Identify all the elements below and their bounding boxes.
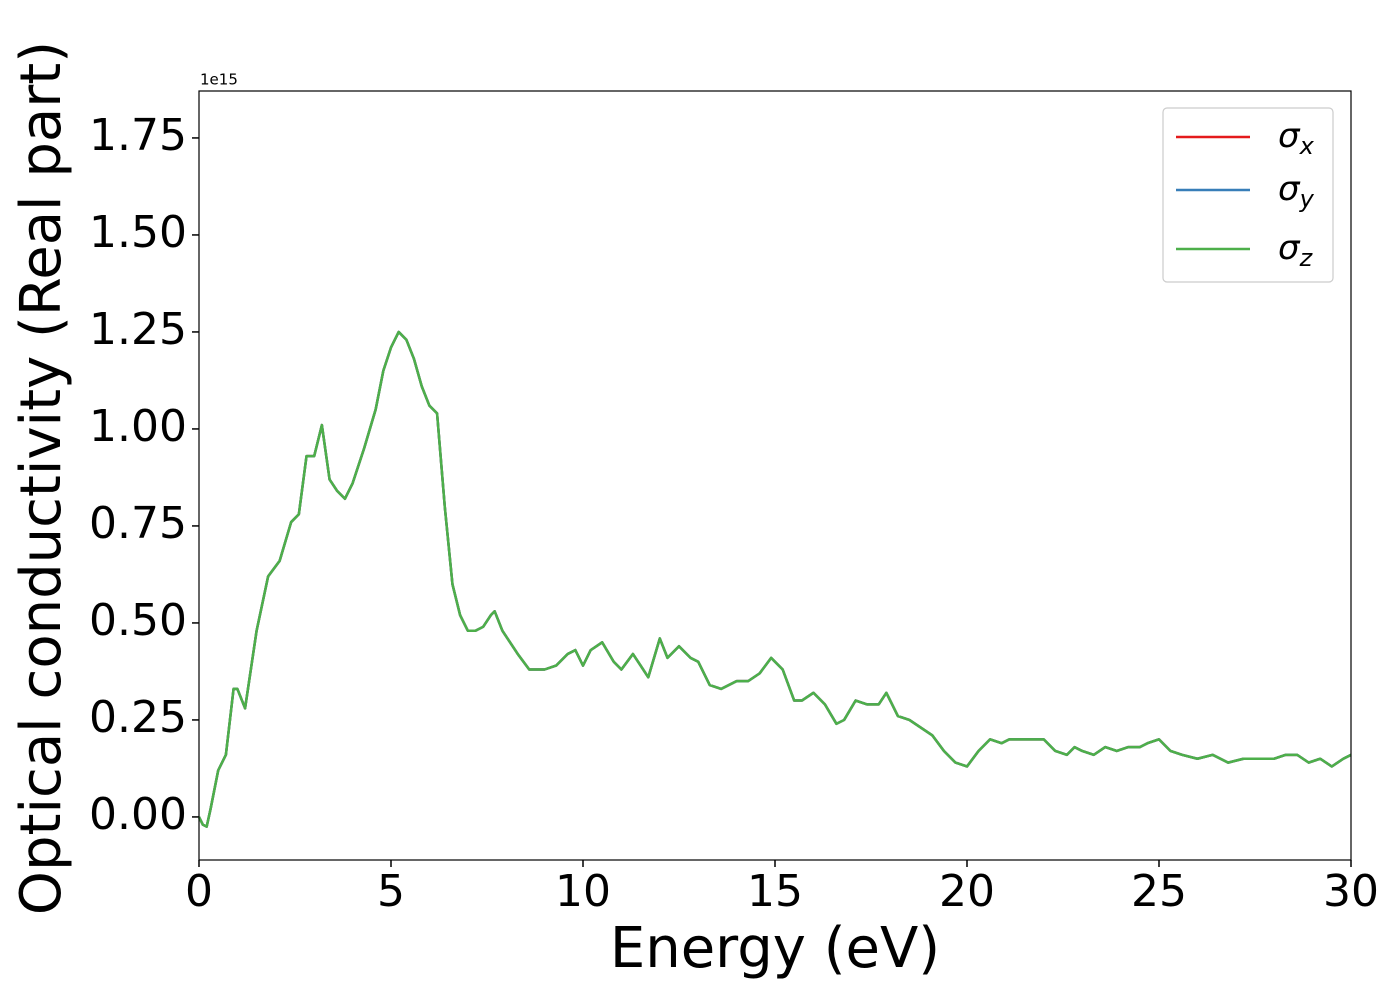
legend-label: σy	[1278, 169, 1315, 214]
x-tick-label: 10	[555, 866, 611, 917]
y-tick-label: 0.00	[89, 789, 187, 840]
y-tick-label: 0.50	[89, 595, 187, 646]
y-tick-label: 0.25	[89, 692, 187, 743]
y-axis-label: Optical conductivity (Real part)	[9, 41, 74, 915]
x-axis-label: Energy (eV)	[610, 916, 940, 981]
x-tick-label: 5	[377, 866, 405, 917]
x-tick-label: 25	[1131, 866, 1187, 917]
x-tick-label: 20	[939, 866, 995, 917]
y-offset-label: 1e15	[200, 71, 238, 89]
plot-frame	[198, 90, 1352, 861]
legend: σx σy σz	[1162, 107, 1334, 283]
y-tick-label: 1.75	[89, 110, 187, 161]
y-tick-label: 1.00	[89, 401, 187, 452]
x-tick-label: 30	[1323, 866, 1379, 917]
series-line	[197, 330, 1352, 828]
legend-label: σx	[1278, 116, 1315, 161]
legend-label: σz	[1278, 228, 1314, 273]
x-tick-label: 15	[747, 866, 803, 917]
y-tick-label: 0.75	[89, 498, 187, 549]
x-tick-label: 0	[185, 866, 213, 917]
y-tick-label: 1.50	[89, 207, 187, 258]
legend-box	[1162, 107, 1334, 283]
y-tick-label: 1.25	[89, 304, 187, 355]
